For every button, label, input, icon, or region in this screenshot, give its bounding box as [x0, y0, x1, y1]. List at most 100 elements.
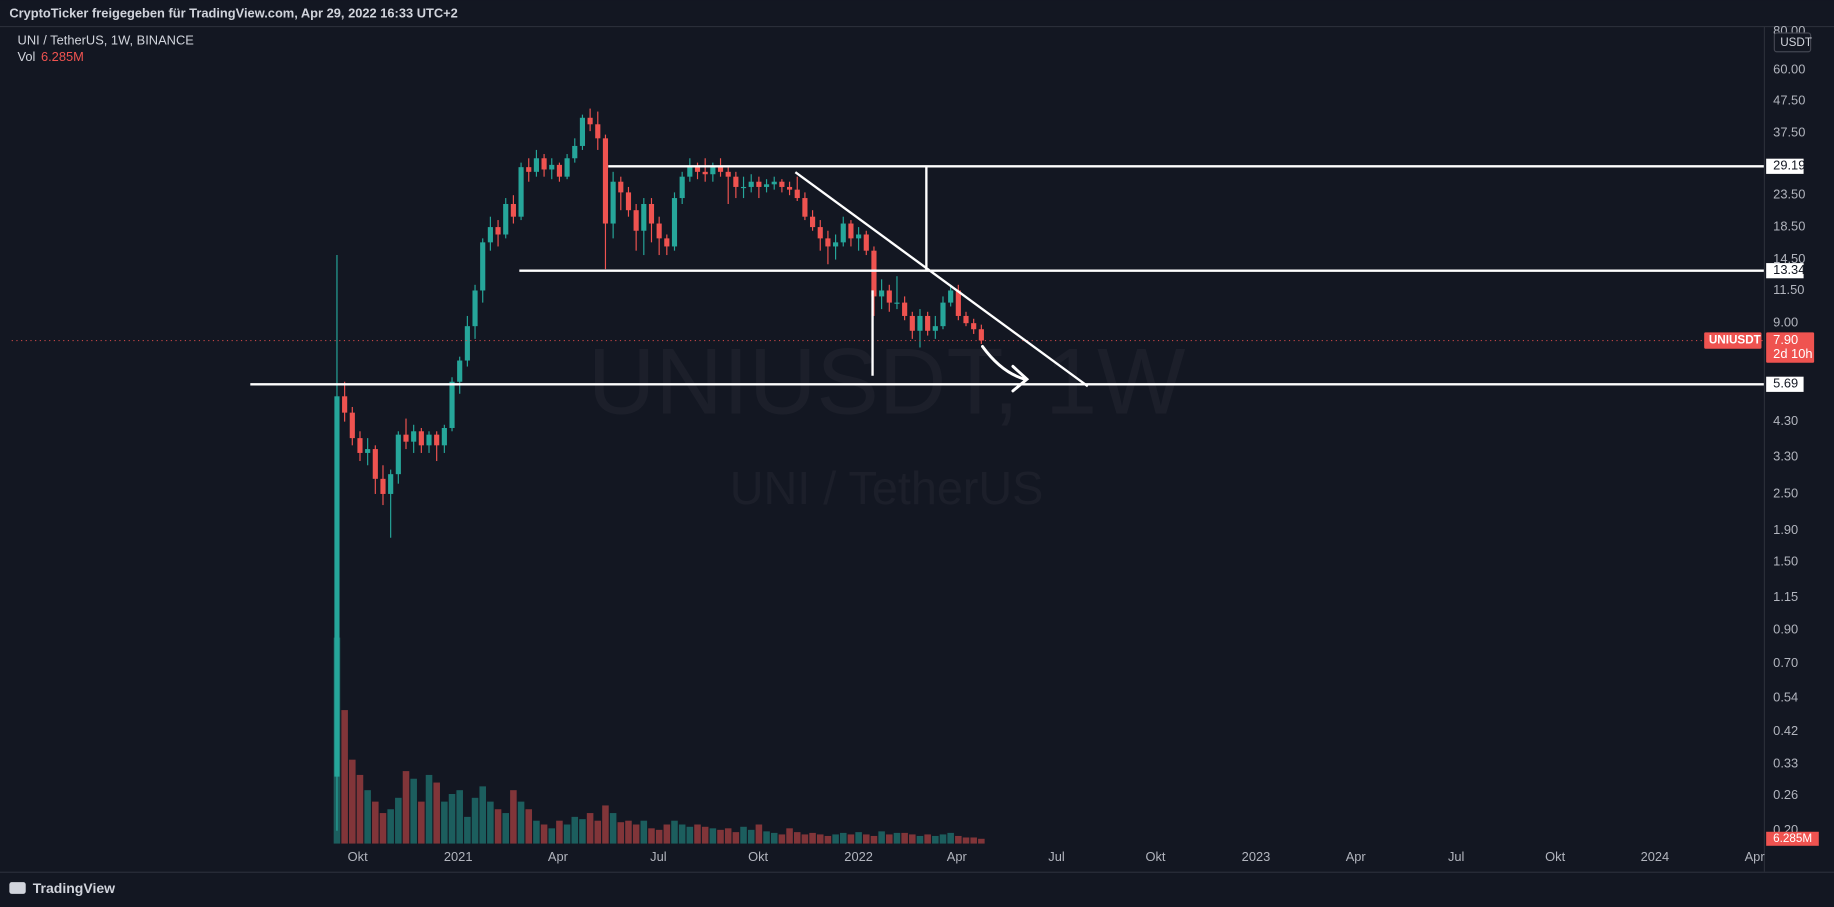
volume-bar: [747, 829, 755, 844]
candle-body: [687, 167, 693, 177]
volume-bar: [571, 816, 579, 844]
candle-body: [763, 184, 770, 187]
volume-bar: [694, 824, 701, 844]
volume-bar: [341, 710, 348, 844]
level-label: 5.69: [1773, 376, 1798, 391]
trend-line: [794, 171, 1089, 388]
candle-body: [418, 431, 424, 446]
candle-series: [334, 108, 984, 831]
y-tick-label: 18.50: [1773, 218, 1805, 233]
y-tick-label: 4.30: [1773, 413, 1798, 428]
candle-body: [840, 223, 846, 243]
candle-body: [564, 158, 570, 177]
volume-bar: [379, 813, 387, 844]
x-tick-label: Apr: [548, 849, 569, 864]
candle-body: [572, 145, 578, 159]
volume-bar: [955, 835, 962, 844]
candle-body: [810, 216, 816, 228]
volume-bar: [448, 793, 456, 844]
volume-legend-label: Vol: [18, 49, 36, 64]
volume-bar: [717, 829, 724, 844]
volume-bar: [556, 820, 563, 844]
candle-body: [625, 192, 632, 211]
volume-bar: [617, 822, 625, 844]
candle-body: [618, 181, 624, 193]
x-tick-label: 2022: [844, 849, 873, 864]
y-tick-label: 0.70: [1773, 655, 1798, 670]
volume-bar: [395, 797, 402, 844]
level-label-box: [1766, 263, 1804, 279]
y-tick-label: 0.33: [1773, 755, 1798, 770]
candle-body: [510, 203, 516, 217]
volume-label-box: [1766, 831, 1819, 846]
volume-bar: [464, 816, 471, 844]
candle-body: [449, 381, 455, 428]
y-tick-label: 1.90: [1773, 522, 1798, 537]
candle-body: [671, 198, 678, 247]
volume-bar: [839, 832, 847, 844]
watermark-subtitle: UNI / TetherUS: [730, 462, 1044, 514]
y-tick-label: 37.50: [1773, 124, 1805, 139]
candle-body: [395, 434, 401, 475]
candle-body: [610, 181, 616, 224]
volume-bar: [801, 834, 809, 844]
candle-body: [472, 290, 478, 327]
volume-bar: [770, 832, 778, 844]
volume-bar: [824, 835, 832, 844]
candle-body: [664, 238, 670, 247]
candle-body: [411, 431, 417, 442]
level-label-box: [1766, 158, 1804, 174]
candle-body: [886, 290, 892, 303]
volume-bar: [487, 801, 494, 844]
candle-body: [533, 158, 539, 172]
volume-bar: [724, 828, 732, 844]
candle-body: [717, 167, 724, 172]
volume-bar: [778, 834, 786, 844]
candle-body: [771, 181, 777, 185]
candle-body: [756, 181, 762, 187]
candle-body: [357, 438, 363, 453]
volume-bar: [510, 790, 517, 844]
volume-bar: [410, 778, 417, 844]
x-tick-label: Jul: [1448, 849, 1464, 864]
candle-body: [487, 227, 493, 243]
volume-bar: [870, 835, 878, 844]
candle-body: [388, 474, 394, 494]
y-tick-label: 0.54: [1773, 690, 1798, 705]
volume-bar: [732, 832, 740, 844]
candle-body: [648, 203, 655, 224]
volume-bar: [441, 801, 448, 844]
volume-bar: [387, 809, 394, 844]
volume-bar: [648, 828, 655, 844]
candle-body: [372, 449, 378, 479]
volume-bar: [533, 820, 540, 844]
x-tick-label: Okt: [1145, 849, 1165, 864]
y-tick-label: 14.50: [1773, 251, 1805, 266]
volume-bar: [671, 820, 678, 844]
volume-bar: [525, 809, 533, 844]
volume-bar: [632, 824, 640, 844]
brand: TradingView: [33, 880, 115, 896]
volume-bar: [517, 801, 525, 844]
candle-body: [403, 434, 409, 442]
volume-bar: [893, 832, 901, 844]
volume-bar: [502, 813, 510, 844]
candle-body: [694, 167, 701, 172]
volume-legend-value: 6.285M: [41, 49, 84, 64]
candle-body: [879, 290, 885, 297]
candle-body: [733, 176, 739, 187]
x-tick-label: 2021: [444, 849, 473, 864]
volume-bar: [962, 837, 970, 844]
volume-bar: [494, 809, 502, 844]
x-tick-label: Apr: [1346, 849, 1367, 864]
tradingview-logo[interactable]: TradingView: [9, 880, 115, 896]
candle-body: [495, 227, 501, 235]
candle-body: [464, 326, 470, 361]
candle-body: [549, 164, 555, 170]
volume-bar: [909, 834, 916, 844]
volume-bar: [809, 832, 816, 844]
volume-bar: [678, 824, 686, 844]
volume-bar: [349, 759, 356, 844]
